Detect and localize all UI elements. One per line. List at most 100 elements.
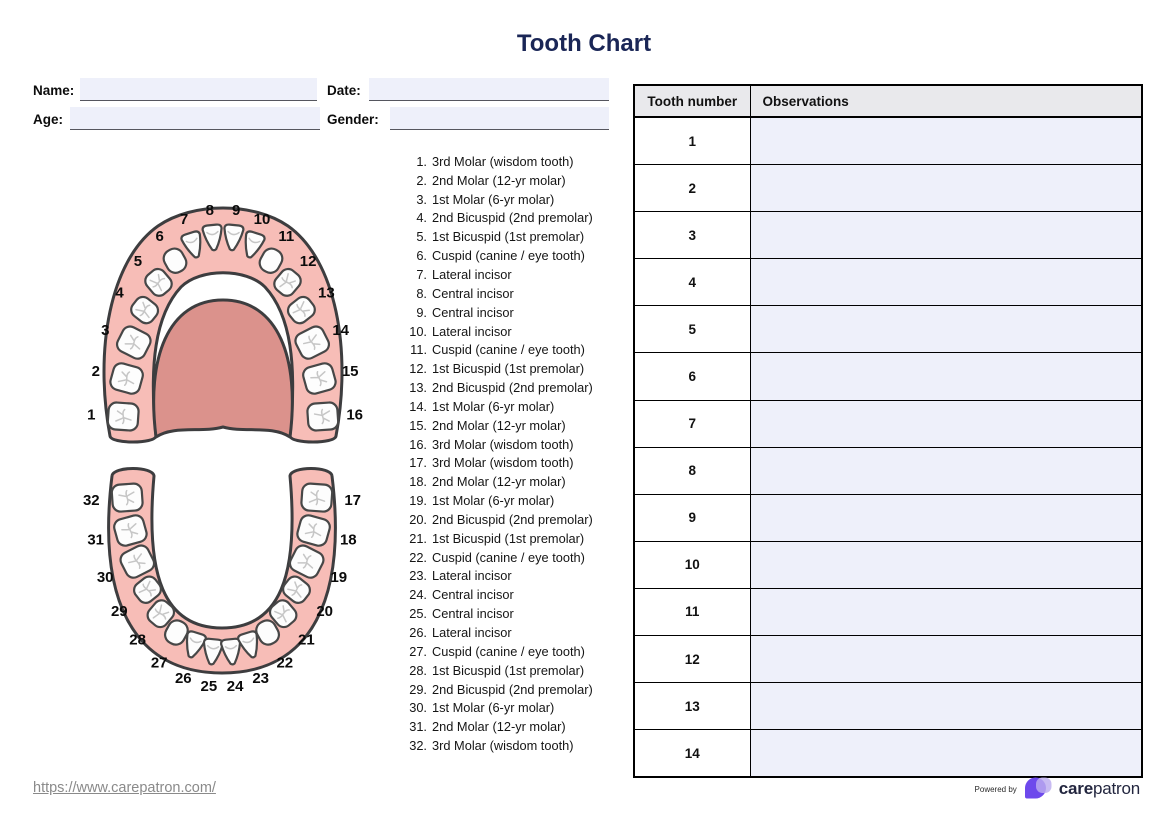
- date-input[interactable]: [369, 78, 609, 101]
- tooth-list-item: 21. 1st Bicuspid (1st premolar): [400, 529, 630, 548]
- tooth-number-label: 22: [276, 654, 293, 671]
- tooth-list-number: 7.: [416, 266, 427, 282]
- observation-cell[interactable]: [749, 116, 1143, 166]
- tooth-shape: [163, 619, 189, 646]
- tooth-list-name: 2nd Molar (12-yr molar): [432, 417, 566, 433]
- tooth-list-name: 2nd Bicuspid (2nd premolar): [432, 380, 593, 396]
- observation-cell[interactable]: [749, 258, 1143, 307]
- gender-label: Gender:: [327, 112, 379, 127]
- tooth-number-label: 32: [83, 492, 100, 509]
- tooth-shape: [202, 637, 224, 666]
- tooth-shape: [106, 401, 140, 432]
- age-input[interactable]: [70, 107, 320, 130]
- tooth-list-number: 10.: [409, 323, 427, 339]
- tooth-list-number: 26.: [409, 625, 427, 641]
- tooth-number-cell: 6: [633, 352, 751, 401]
- tooth-number-label: 30: [97, 569, 114, 586]
- tooth-list-name: Lateral incisor: [432, 266, 512, 282]
- observation-cell[interactable]: [749, 446, 1143, 495]
- tooth-list-name: 1st Bicuspid (1st premolar): [432, 229, 585, 245]
- table-row: 12: [633, 635, 1143, 684]
- tooth-number-cell: 10: [633, 540, 751, 589]
- tooth-list-name: Lateral incisor: [432, 323, 512, 339]
- tooth-list-item: 15. 2nd Molar (12-yr molar): [400, 416, 630, 435]
- tooth-list-number: 18.: [409, 474, 427, 490]
- observation-cell[interactable]: [749, 211, 1143, 260]
- tooth-list-item: 30. 1st Molar (6-yr molar): [400, 698, 630, 717]
- tooth-list-item: 26. Lateral incisor: [400, 623, 630, 642]
- tooth-list-name: 3rd Molar (wisdom tooth): [432, 455, 574, 471]
- tooth-shape: [288, 544, 325, 579]
- tooth-list-number: 30.: [409, 700, 427, 716]
- tooth-list-item: 4. 2nd Bicuspid (2nd premolar): [400, 209, 630, 228]
- gender-input[interactable]: [390, 107, 609, 130]
- tooth-number-label: 27: [151, 654, 168, 671]
- tooth-list-name: Cuspid (canine / eye tooth): [432, 549, 585, 565]
- observation-cell[interactable]: [749, 729, 1143, 778]
- observation-cell[interactable]: [749, 493, 1143, 542]
- tooth-number-label: 20: [316, 603, 333, 620]
- tooth-list-number: 29.: [409, 681, 427, 697]
- tooth-list-item: 31. 2nd Molar (12-yr molar): [400, 717, 630, 736]
- tooth-list-number: 3.: [416, 191, 427, 207]
- tooth-list-name: Cuspid (canine / eye tooth): [432, 643, 585, 659]
- tooth-number-cell: 2: [633, 164, 751, 213]
- tooth-shape: [237, 630, 259, 659]
- observation-cell[interactable]: [749, 540, 1143, 589]
- table-row: 4: [633, 258, 1143, 307]
- carepatron-wordmark: carepatron: [1059, 779, 1140, 799]
- name-field-group: Name:: [33, 78, 317, 101]
- table-row: 3: [633, 211, 1143, 260]
- tooth-number-cell: 1: [633, 116, 751, 166]
- tooth-list-name: 1st Bicuspid (1st premolar): [432, 662, 585, 678]
- tooth-shape: [146, 599, 176, 629]
- tooth-list-name: 3rd Molar (wisdom tooth): [432, 436, 574, 452]
- tooth-list-name: Lateral incisor: [432, 568, 512, 584]
- tooth-shape: [296, 514, 331, 547]
- tooth-number-label: 9: [232, 202, 240, 219]
- tooth-list-name: 3rd Molar (wisdom tooth): [432, 738, 574, 754]
- tooth-number-label: 26: [175, 670, 192, 687]
- tooth-list-item: 28. 1st Bicuspid (1st premolar): [400, 661, 630, 680]
- tooth-list-name: 1st Molar (6-yr molar): [432, 700, 555, 716]
- powered-by-block: Powered by carepatron: [975, 776, 1140, 802]
- tooth-list-name: 2nd Bicuspid (2nd premolar): [432, 210, 593, 226]
- observation-cell[interactable]: [749, 399, 1143, 448]
- observation-cell[interactable]: [749, 305, 1143, 354]
- observation-cell[interactable]: [749, 635, 1143, 684]
- tooth-number-cell: 3: [633, 211, 751, 260]
- upper-palate: [152, 298, 294, 439]
- name-input[interactable]: [80, 78, 317, 101]
- tooth-list-name: 2nd Molar (12-yr molar): [432, 474, 566, 490]
- date-label: Date:: [327, 83, 361, 98]
- tooth-shape: [220, 637, 242, 666]
- tooth-number-cell: 5: [633, 305, 751, 354]
- tooth-list-number: 24.: [409, 587, 427, 603]
- tooth-list-name: Cuspid (canine / eye tooth): [432, 342, 585, 358]
- table-row: 6: [633, 352, 1143, 401]
- observation-cell[interactable]: [749, 682, 1143, 731]
- observation-cell[interactable]: [749, 164, 1143, 213]
- observation-cell[interactable]: [749, 352, 1143, 401]
- page-title: Tooth Chart: [516, 30, 652, 57]
- tooth-list-item: 7. Lateral incisor: [400, 265, 630, 284]
- tooth-list-number: 6.: [416, 248, 427, 264]
- tooth-number-label: 24: [227, 678, 244, 695]
- age-field-group: Age:: [33, 107, 320, 130]
- observation-cell[interactable]: [749, 587, 1143, 637]
- tooth-shape: [302, 362, 337, 395]
- tooth-list-item: 6. Cuspid (canine / eye tooth): [400, 246, 630, 265]
- tooth-list-name: 2nd Bicuspid (2nd premolar): [432, 681, 593, 697]
- brand-bold-part: care: [1058, 779, 1093, 798]
- tooth-list-number: 8.: [416, 285, 427, 301]
- tooth-list-name: 2nd Bicuspid (2nd premolar): [432, 511, 593, 527]
- tooth-list-name: 1st Bicuspid (1st premolar): [432, 361, 585, 377]
- carepatron-logo-icon: [1024, 777, 1052, 799]
- carepatron-link[interactable]: https://www.carepatron.com/: [33, 780, 216, 796]
- gender-field-group: Gender:: [327, 107, 609, 130]
- tooth-shape: [306, 401, 340, 432]
- tooth-list-item: 17. 3rd Molar (wisdom tooth): [400, 454, 630, 473]
- date-field-group: Date:: [327, 78, 609, 101]
